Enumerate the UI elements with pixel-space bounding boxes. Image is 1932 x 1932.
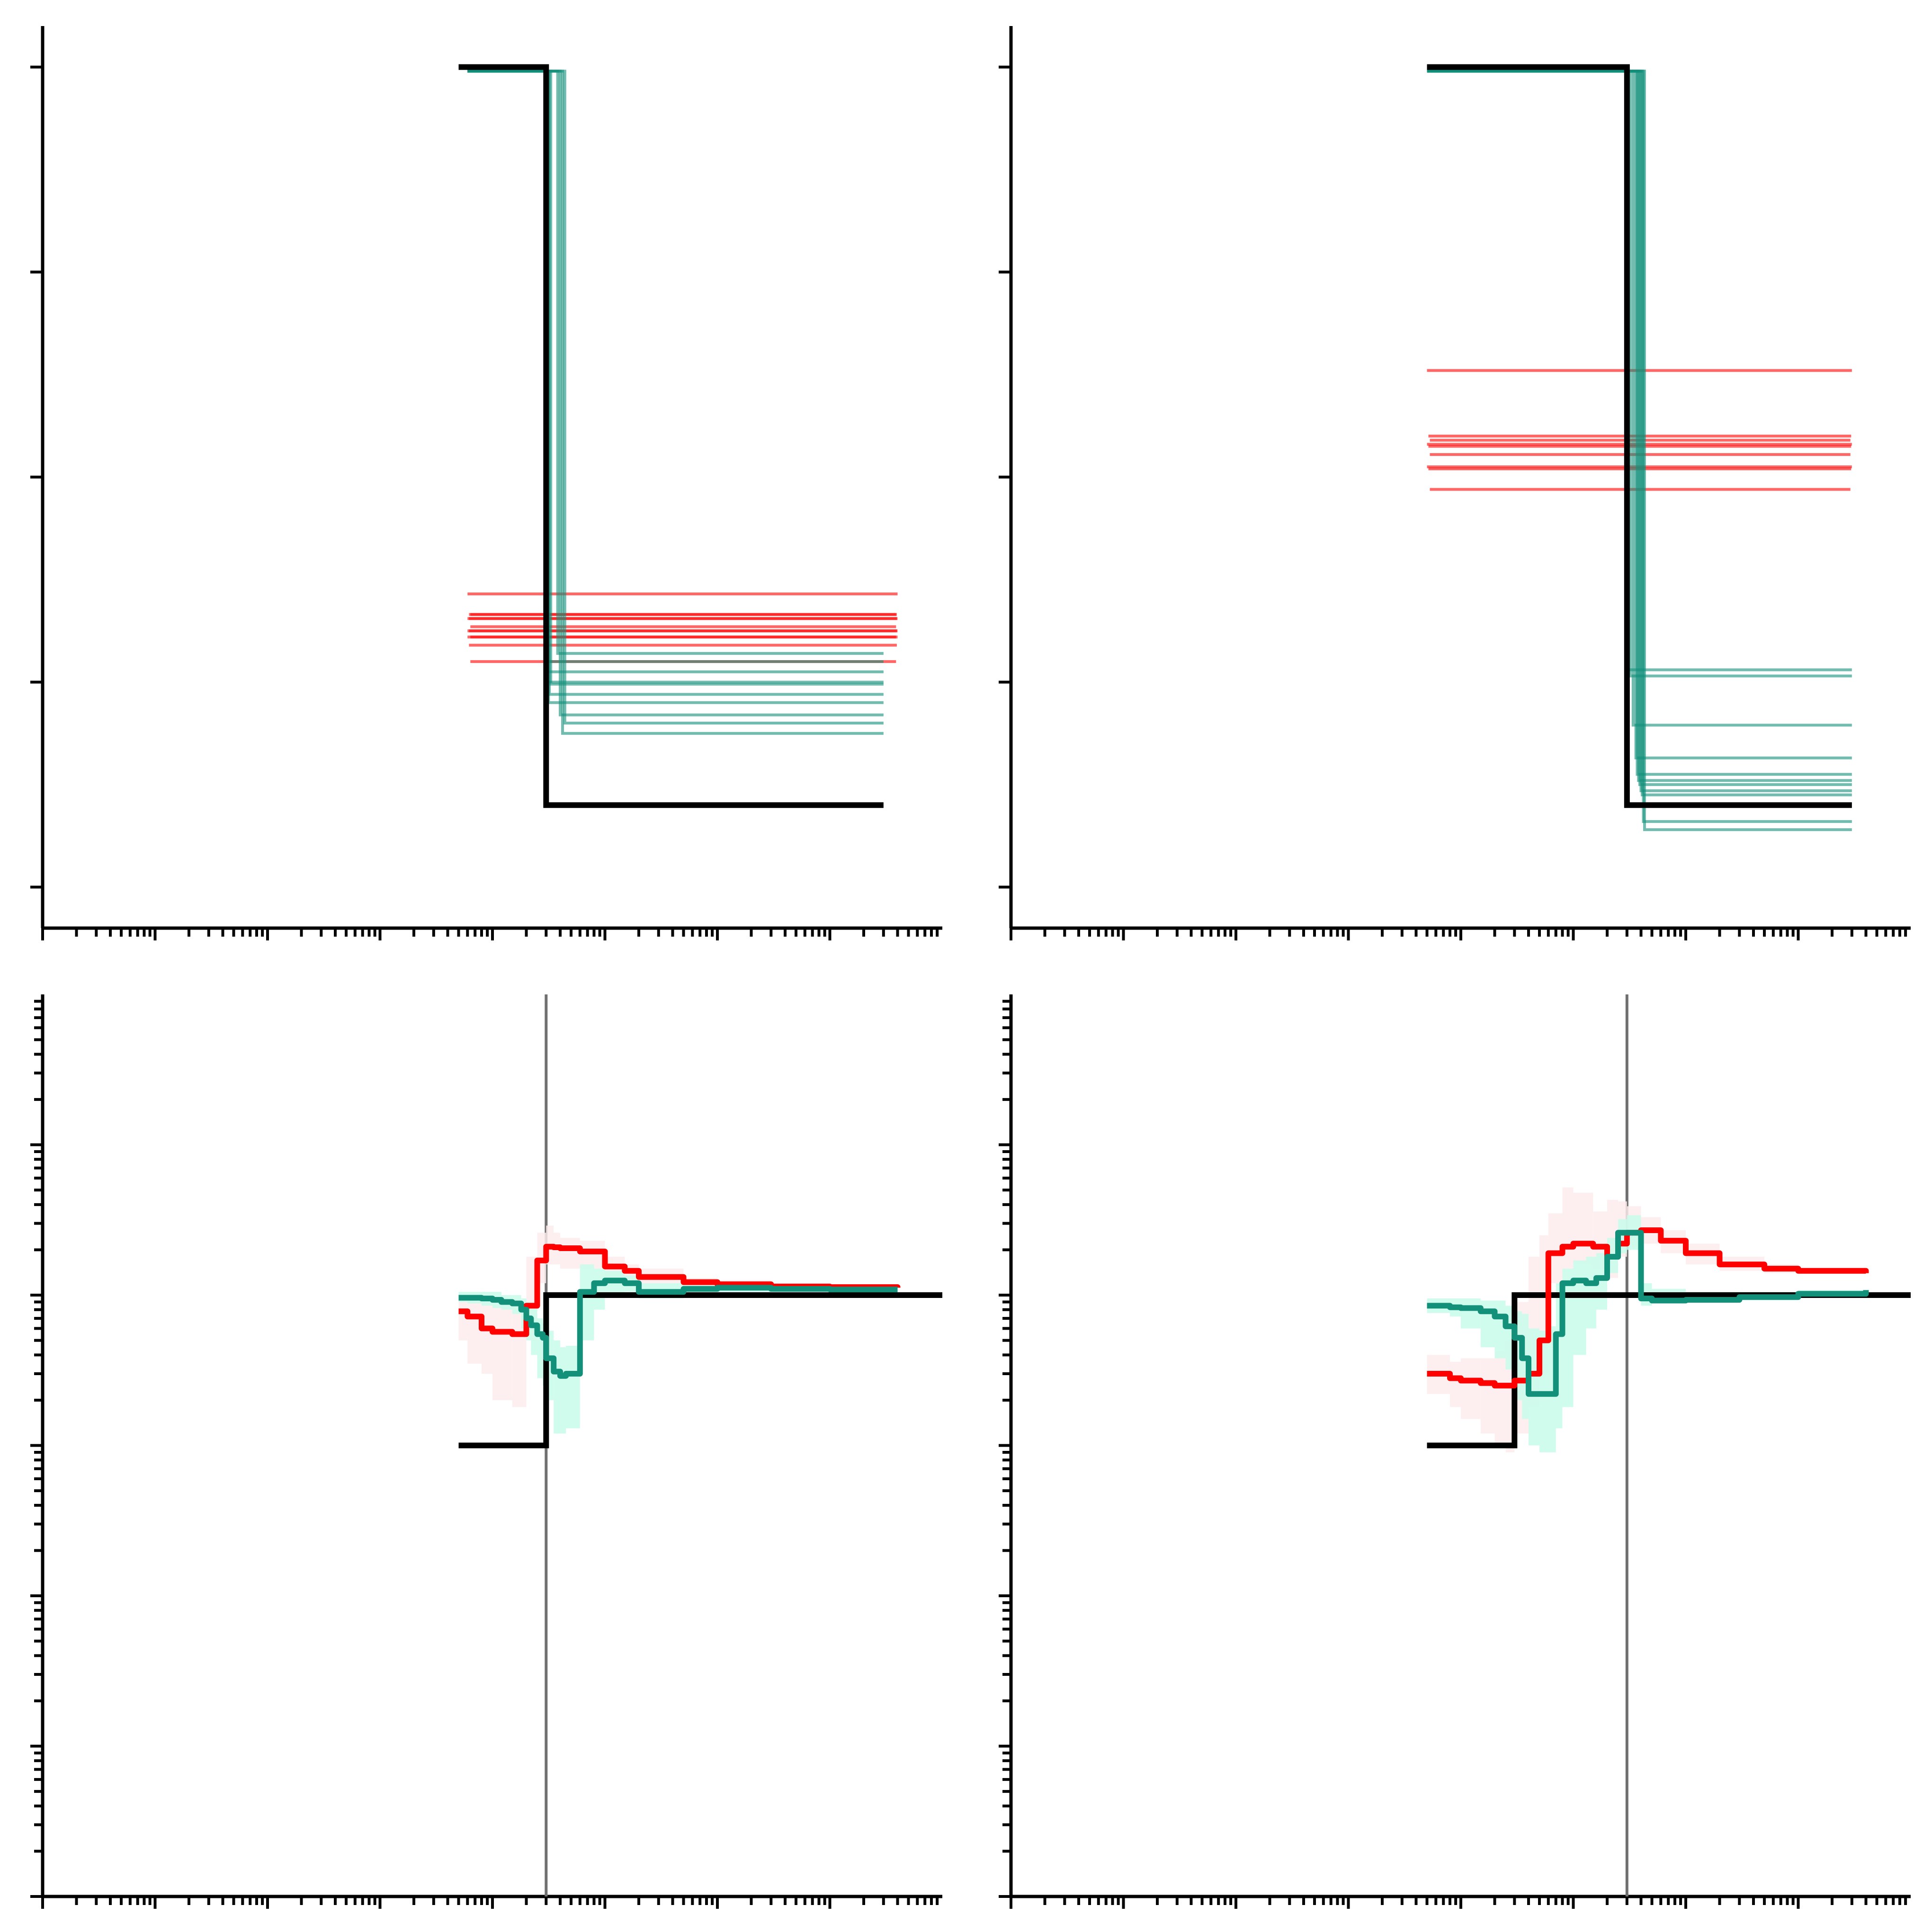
series-b-profile [467, 70, 884, 735]
series-a-line [1427, 1227, 1869, 1389]
series-b-band [1573, 1260, 1586, 1355]
series-b-band [1461, 1298, 1481, 1329]
series-b-profile [1427, 70, 1852, 832]
series-b-band [594, 1269, 605, 1310]
series-b-band [554, 1340, 560, 1434]
series-a-band [1573, 1192, 1593, 1265]
series-a-band [560, 1238, 580, 1269]
series-b-line [1427, 1230, 1869, 1397]
series-b-profile [467, 70, 884, 663]
series-a-band [1461, 1358, 1481, 1419]
panel-bottom-right [999, 994, 1911, 1909]
series-a-band [458, 1295, 468, 1341]
true-profile-line [458, 64, 884, 808]
series-a-band [492, 1306, 512, 1400]
series-b-line [458, 1278, 898, 1379]
series-b-profile [467, 70, 884, 725]
true-profile-line [1427, 64, 1852, 808]
series-a-band [1449, 1361, 1461, 1407]
series-a-line [458, 1243, 901, 1337]
series-b-profile [467, 70, 884, 686]
true-profile-line [1427, 1292, 1911, 1449]
series-a-band [1480, 1358, 1495, 1434]
series-a-band [1562, 1187, 1574, 1269]
series-a-band [1494, 1351, 1506, 1446]
series-b-band [537, 1318, 543, 1378]
panel-top-left [30, 26, 942, 940]
series-b-profile [467, 70, 884, 673]
series-a-band [481, 1302, 492, 1374]
series-b-profile [467, 70, 884, 684]
series-b-profile [467, 70, 884, 655]
panel-top-right [999, 26, 1911, 940]
series-b-profile [467, 70, 884, 704]
true-profile-line [458, 1292, 942, 1449]
series-b-band [560, 1347, 566, 1434]
panel-bottom-left [30, 994, 942, 1909]
series-a-band [580, 1241, 605, 1269]
series-a-band [467, 1298, 482, 1364]
series-b-profile [1427, 70, 1852, 786]
series-b-profile [467, 70, 884, 696]
